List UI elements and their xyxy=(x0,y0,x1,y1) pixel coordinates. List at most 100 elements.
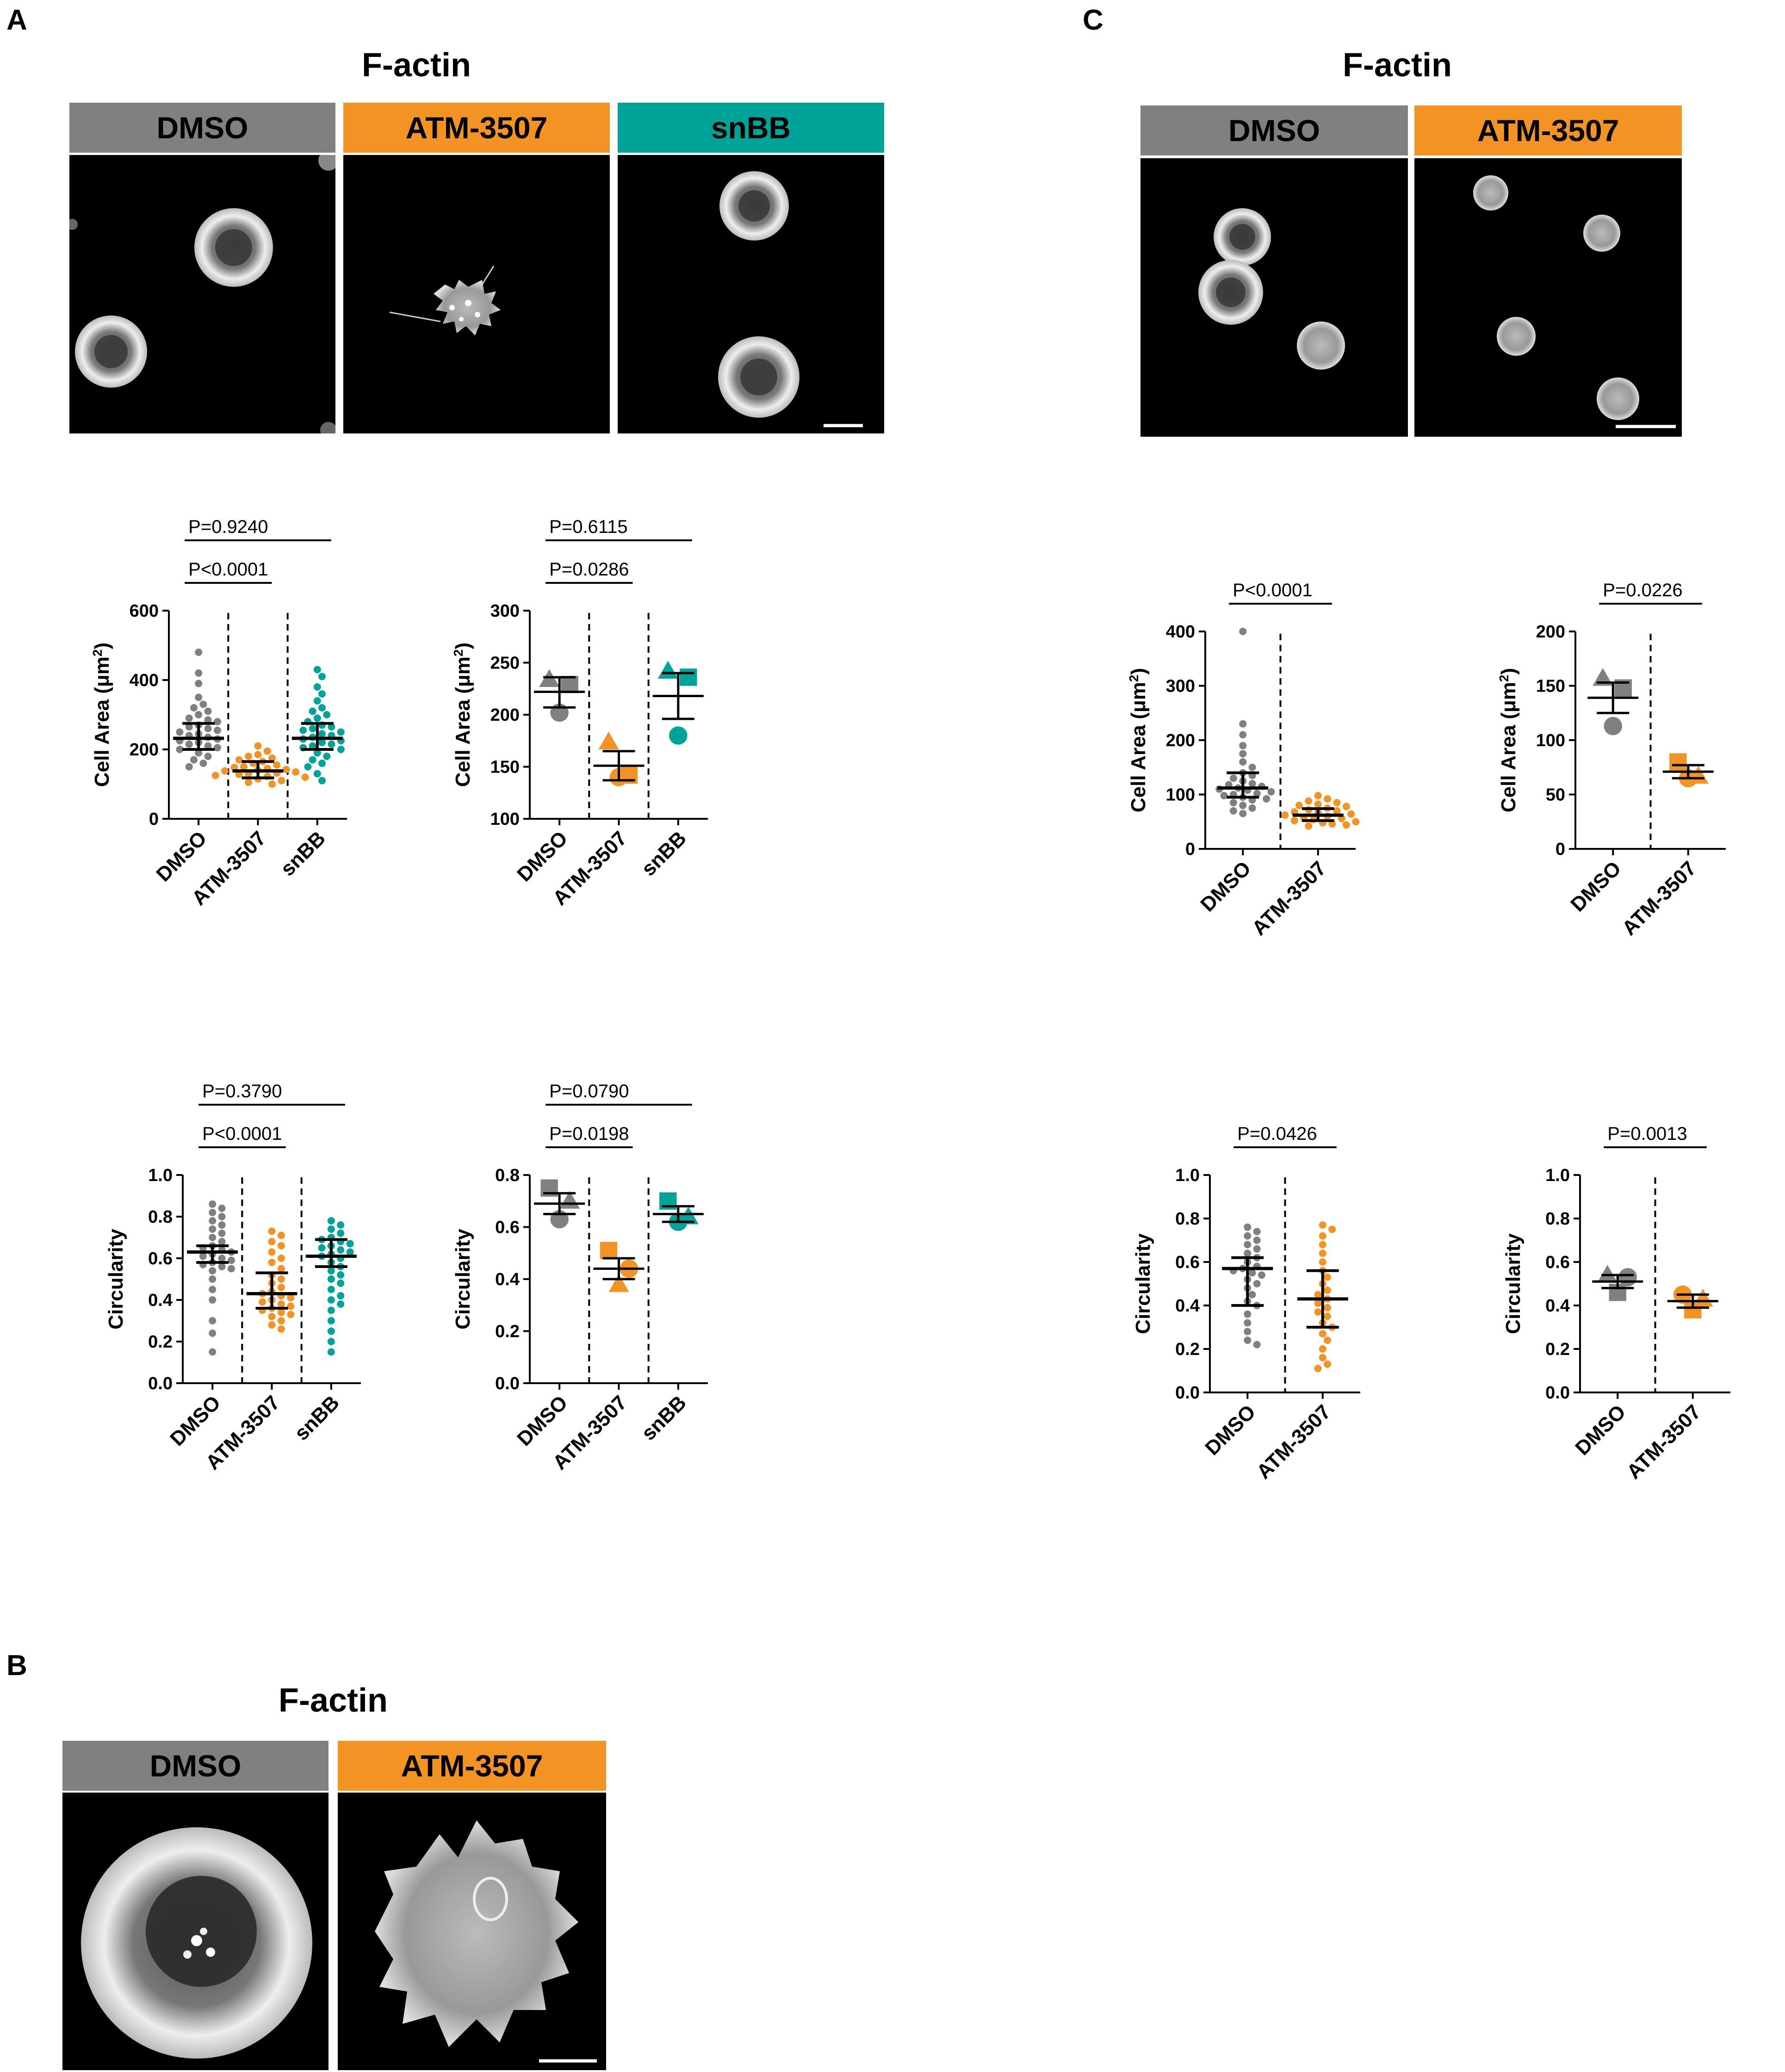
x-tick-label: DMSO xyxy=(1201,1400,1260,1460)
data-point xyxy=(218,1205,226,1212)
data-point xyxy=(1281,811,1289,819)
data-point xyxy=(327,1348,335,1356)
data-point xyxy=(268,1248,276,1256)
y-tick-label: 200 xyxy=(130,740,159,760)
y-tick-label: 200 xyxy=(1536,622,1565,642)
data-point xyxy=(1342,803,1350,810)
header-atm-b: ATM-3507 xyxy=(338,1741,606,1791)
data-point xyxy=(268,1321,276,1329)
data-point xyxy=(1342,821,1350,829)
data-point xyxy=(195,669,203,677)
data-point xyxy=(227,1265,235,1273)
p-value-label: P=0.9240 xyxy=(188,517,268,537)
data-point xyxy=(1253,790,1261,798)
data-point xyxy=(337,1280,345,1287)
data-point xyxy=(337,1292,345,1299)
data-point xyxy=(1323,1336,1331,1344)
data-point xyxy=(1323,1273,1331,1281)
data-point xyxy=(204,716,212,724)
data-point xyxy=(318,673,326,680)
y-tick-label: 200 xyxy=(1166,731,1195,750)
data-point xyxy=(1239,802,1247,809)
mean-point-triangle xyxy=(608,1274,629,1292)
y-axis-label: Cell Area (μm2) xyxy=(1127,668,1150,812)
data-point xyxy=(195,711,203,718)
data-point xyxy=(209,1267,217,1274)
y-tick-label: 0 xyxy=(1556,840,1565,859)
micrograph-dmso-b xyxy=(62,1793,328,2070)
data-point xyxy=(245,753,253,760)
data-point xyxy=(313,683,321,691)
data-point xyxy=(1244,1319,1252,1327)
data-point xyxy=(1323,1286,1331,1294)
data-point xyxy=(1239,731,1247,739)
mean-point-circle xyxy=(1618,1268,1637,1286)
data-point xyxy=(287,1302,295,1310)
data-point xyxy=(268,1227,276,1235)
data-point xyxy=(1244,1336,1252,1344)
data-point xyxy=(185,714,193,722)
y-tick-label: 0.6 xyxy=(148,1249,173,1268)
data-point xyxy=(313,666,321,674)
data-point xyxy=(1319,1330,1326,1338)
panel-letter-a: A xyxy=(6,4,27,36)
data-point xyxy=(309,742,316,750)
p-value-label: P<0.0001 xyxy=(202,1124,282,1144)
data-point xyxy=(268,1313,276,1320)
data-point xyxy=(1244,1232,1252,1240)
x-tick-label: ATM-3507 xyxy=(1618,857,1701,940)
data-point xyxy=(213,744,221,752)
data-point xyxy=(1319,1354,1326,1361)
data-point xyxy=(1239,750,1247,758)
plot-a-circ-cells: 0.00.20.40.60.81.0CircularityDMSOATM-350… xyxy=(105,1081,361,1474)
data-point xyxy=(1328,820,1336,828)
mean-point-circle xyxy=(1604,717,1623,736)
p-value-label: P<0.0001 xyxy=(1233,580,1312,600)
data-point xyxy=(328,740,335,748)
data-point xyxy=(327,1338,335,1345)
data-point xyxy=(185,763,193,771)
header-dmso-b: DMSO xyxy=(62,1741,328,1791)
data-point xyxy=(209,1200,217,1208)
plot-c-circ-means: 0.0 0.2 0.4 0.6 0.8 1.0 Circularity DMSOATM-350… xyxy=(1502,1124,1730,1484)
data-point xyxy=(318,777,326,785)
data-point xyxy=(299,726,307,734)
data-point xyxy=(209,1348,217,1356)
x-tick-label: snBB xyxy=(637,1391,691,1445)
y-tick-label: 1.0 xyxy=(148,1166,173,1185)
data-point xyxy=(209,1217,217,1225)
y-tick-label: 100 xyxy=(1166,786,1195,805)
data-point xyxy=(245,779,253,786)
data-point xyxy=(1319,1241,1326,1249)
data-point xyxy=(287,1311,295,1318)
y-tick-label: 0.2 xyxy=(495,1322,520,1342)
p-value-label: P=0.0426 xyxy=(1237,1124,1317,1144)
micrograph-atm-a xyxy=(343,155,610,433)
data-point xyxy=(218,1230,226,1237)
data-point xyxy=(1239,758,1247,766)
y-axis-label: Circularity xyxy=(1502,1233,1525,1334)
superscript: 2 xyxy=(1497,675,1511,682)
x-tick-label: DMSO xyxy=(1571,1400,1630,1460)
data-point xyxy=(204,753,212,760)
data-point xyxy=(1253,1237,1261,1244)
y-axis-label: Circularity xyxy=(105,1229,127,1330)
data-point xyxy=(235,756,243,764)
y-tick-label: 100 xyxy=(490,810,520,829)
data-point xyxy=(1323,1312,1331,1320)
data-point xyxy=(318,704,326,711)
data-point xyxy=(1314,1308,1322,1316)
data-point xyxy=(318,760,326,767)
data-point xyxy=(313,770,321,778)
data-point xyxy=(254,751,262,759)
superscript: 2 xyxy=(90,649,105,657)
y-tick-label: 150 xyxy=(490,758,520,777)
x-tick-label: ATM-3507 xyxy=(1623,1400,1705,1483)
data-point xyxy=(1319,1258,1326,1266)
data-point xyxy=(277,1255,285,1262)
data-point xyxy=(268,1238,276,1245)
data-point xyxy=(337,1230,345,1237)
data-point xyxy=(1295,802,1303,809)
data-point xyxy=(1333,799,1341,807)
